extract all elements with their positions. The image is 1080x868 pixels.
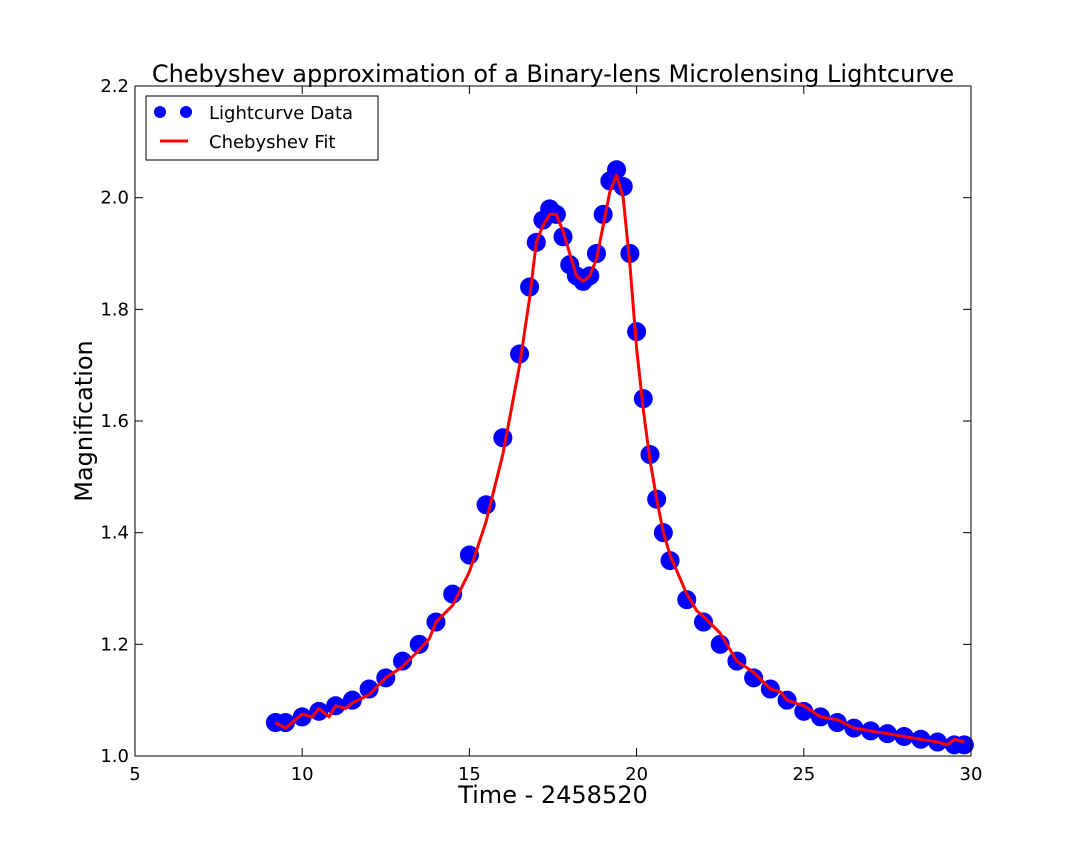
y-axis-label: Magnification bbox=[70, 340, 98, 502]
y-tick-label: 1.4 bbox=[100, 523, 129, 544]
chart-title: Chebyshev approximation of a Binary-lens… bbox=[152, 60, 954, 88]
y-tick-label: 1.8 bbox=[100, 299, 129, 320]
x-tick-label: 15 bbox=[458, 764, 481, 785]
legend-marker-dot bbox=[154, 106, 166, 118]
lightcurve-data-point bbox=[693, 612, 713, 632]
lightcurve-data-point bbox=[359, 679, 379, 699]
x-tick-label: 30 bbox=[960, 764, 983, 785]
ticks-layer: 5 10 15 20 25 30 1.0 1.2 1.4 1.6 1.8 2.0 2.2 bbox=[100, 76, 982, 785]
legend-label-fit: Chebyshev Fit bbox=[209, 132, 335, 153]
x-tick-label: 20 bbox=[625, 764, 648, 785]
data-layer bbox=[265, 160, 974, 755]
lightcurve-data-point bbox=[493, 428, 513, 448]
y-tick-label: 2.2 bbox=[100, 76, 129, 97]
legend: Lightcurve Data Chebyshev Fit bbox=[145, 95, 379, 161]
lightcurve-data-point bbox=[744, 668, 764, 688]
legend-label-lightcurve: Lightcurve Data bbox=[209, 103, 353, 124]
plot-frame bbox=[134, 85, 972, 757]
lightcurve-data-point bbox=[393, 651, 413, 671]
x-tick-label: 5 bbox=[129, 764, 140, 785]
x-axis-label: Time - 2458520 bbox=[457, 781, 648, 809]
y-tick-label: 2.0 bbox=[100, 188, 129, 209]
chebyshev-fit-line bbox=[274, 173, 965, 747]
legend-marker-dot bbox=[180, 106, 192, 118]
x-tick-label: 10 bbox=[291, 764, 314, 785]
y-tick-label: 1.0 bbox=[100, 746, 129, 767]
y-tick-label: 1.6 bbox=[100, 411, 129, 432]
lightcurve-data-point bbox=[409, 634, 429, 654]
x-tick-label: 25 bbox=[792, 764, 815, 785]
y-tick-label: 1.2 bbox=[100, 634, 129, 655]
